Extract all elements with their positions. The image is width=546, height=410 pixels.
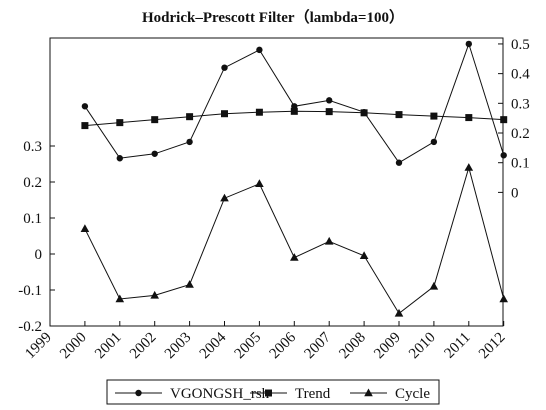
left-tick-label: 0.1 [23,211,42,227]
series-line-cycle [84,165,505,315]
data-point-vgongsh-rsh [395,159,403,166]
legend-label: Cycle [395,386,430,402]
x-tick-label: 2010 [406,330,439,363]
data-point-trend [186,113,194,121]
data-point-cycle [115,294,125,303]
right-tick-label: 0.1 [511,156,530,172]
data-point-cycle [359,251,369,259]
data-point-cycle [464,163,474,171]
data-point-vgongsh-rsh [186,138,193,146]
data-point-vgongsh-rsh [81,103,89,110]
right-axis: 0 0.1 0.2 0.3 0.4 0.5 [498,37,530,201]
data-point-cycle [429,281,439,290]
data-point-trend [116,119,124,127]
x-tick-label: 2006 [267,329,300,362]
x-tick-label: 2002 [127,330,160,363]
chart-title: Hodrick–Prescott Filter（lambda=100） [142,10,404,26]
left-axis: -0.2 -0.1 0 0.1 0.2 0.3 [18,139,55,335]
left-tick-label: 0.3 [23,139,42,155]
data-point-trend [81,122,89,130]
x-tick-label: 2004 [197,329,230,362]
data-point-cycle [499,294,508,303]
right-tick-label: 0.3 [511,96,530,112]
data-point-cycle [150,290,159,299]
legend-box [106,379,440,405]
data-point-cycle [80,224,90,232]
legend-item-vgongsh-rsh: VGONGSH_rsh [115,386,270,402]
series-vgongsh-rsh [81,40,507,166]
data-point-cycle [220,193,229,202]
legend-item-trend: Trend [250,386,331,402]
data-point-trend [500,116,508,124]
legend-marker-trend [265,389,272,397]
data-point-vgongsh-rsh [465,40,472,48]
left-tick-label: 0 [35,247,43,263]
right-tick-label: 0.2 [511,126,530,142]
x-tick-label: 2008 [336,330,369,363]
left-tick-label: -0.1 [18,283,42,299]
data-point-vgongsh-rsh [430,138,438,146]
data-point-cycle [290,253,299,261]
x-tick-label: 2001 [92,330,125,363]
right-tick-label: 0 [511,185,519,201]
data-point-cycle [324,236,334,245]
x-tick-label: 2000 [57,330,90,363]
data-point-cycle [394,308,404,317]
x-axis: 1999 2000 2001 2002 2003 2004 2005 2006 2007 2008… [22,321,509,363]
legend-marker-vgongsh-rsh [135,389,142,397]
data-point-trend [465,114,473,122]
left-tick-label: -0.2 [18,319,42,335]
data-point-cycle [255,179,264,187]
series-cycle [80,163,508,317]
series-layer [80,40,508,317]
data-point-trend [290,107,298,115]
right-tick-label: 0.5 [511,37,530,53]
data-point-trend [360,109,368,117]
legend-label: Trend [295,386,331,402]
x-tick-label: 2012 [476,330,509,363]
data-point-trend [255,108,263,116]
data-point-vgongsh-rsh [151,150,158,157]
data-point-trend [221,110,228,118]
legend: VGONGSH_rsh Trend Cycle [106,379,440,405]
data-point-vgongsh-rsh [221,64,228,71]
legend-marker-cycle [364,388,373,397]
x-tick-label: 2009 [371,330,404,363]
left-tick-label: 0.2 [23,175,42,191]
x-tick-label: 2007 [302,329,335,362]
data-point-trend [430,112,438,120]
series-trend [81,107,508,130]
data-point-vgongsh-rsh [256,46,263,54]
data-point-trend [395,111,403,119]
x-tick-label: 2005 [232,330,265,363]
data-point-vgongsh-rsh [500,152,507,159]
data-point-vgongsh-rsh [116,155,124,162]
legend-label: VGONGSH_rsh [170,386,270,402]
right-tick-label: 0.4 [511,67,530,83]
data-point-trend [151,116,159,124]
data-point-cycle [185,280,194,288]
legend-item-cycle: Cycle [350,386,430,402]
data-point-vgongsh-rsh [326,97,333,104]
x-tick-label: 2011 [441,330,473,362]
x-tick-label: 2003 [162,330,195,363]
data-point-trend [325,108,333,116]
